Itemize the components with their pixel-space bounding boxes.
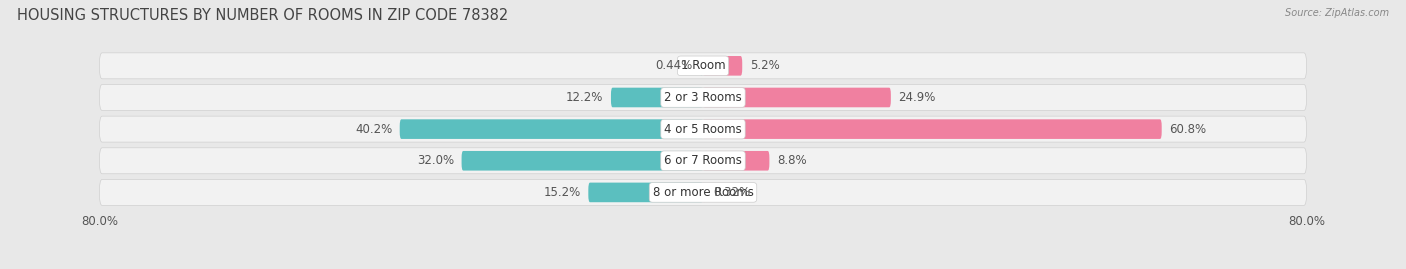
FancyBboxPatch shape (100, 84, 1306, 111)
Text: 0.44%: 0.44% (655, 59, 692, 72)
FancyBboxPatch shape (100, 53, 1306, 79)
Text: 15.2%: 15.2% (544, 186, 581, 199)
Text: 12.2%: 12.2% (567, 91, 603, 104)
Text: 1 Room: 1 Room (681, 59, 725, 72)
FancyBboxPatch shape (461, 151, 703, 171)
FancyBboxPatch shape (399, 119, 703, 139)
FancyBboxPatch shape (612, 88, 703, 107)
Text: HOUSING STRUCTURES BY NUMBER OF ROOMS IN ZIP CODE 78382: HOUSING STRUCTURES BY NUMBER OF ROOMS IN… (17, 8, 508, 23)
FancyBboxPatch shape (100, 179, 1306, 206)
Text: 0.32%: 0.32% (713, 186, 749, 199)
FancyBboxPatch shape (703, 56, 742, 76)
Text: 5.2%: 5.2% (749, 59, 779, 72)
FancyBboxPatch shape (703, 151, 769, 171)
FancyBboxPatch shape (588, 183, 703, 202)
Text: 24.9%: 24.9% (898, 91, 936, 104)
FancyBboxPatch shape (703, 183, 706, 202)
Text: 2 or 3 Rooms: 2 or 3 Rooms (664, 91, 742, 104)
FancyBboxPatch shape (703, 119, 1161, 139)
Text: 8.8%: 8.8% (778, 154, 807, 167)
Legend: Owner-occupied, Renter-occupied: Owner-occupied, Renter-occupied (574, 266, 832, 269)
Text: 4 or 5 Rooms: 4 or 5 Rooms (664, 123, 742, 136)
FancyBboxPatch shape (100, 148, 1306, 174)
Text: 32.0%: 32.0% (418, 154, 454, 167)
FancyBboxPatch shape (700, 56, 703, 76)
Text: 40.2%: 40.2% (354, 123, 392, 136)
Text: 60.8%: 60.8% (1170, 123, 1206, 136)
FancyBboxPatch shape (100, 116, 1306, 142)
Text: 6 or 7 Rooms: 6 or 7 Rooms (664, 154, 742, 167)
Text: 8 or more Rooms: 8 or more Rooms (652, 186, 754, 199)
FancyBboxPatch shape (703, 88, 891, 107)
Text: Source: ZipAtlas.com: Source: ZipAtlas.com (1285, 8, 1389, 18)
